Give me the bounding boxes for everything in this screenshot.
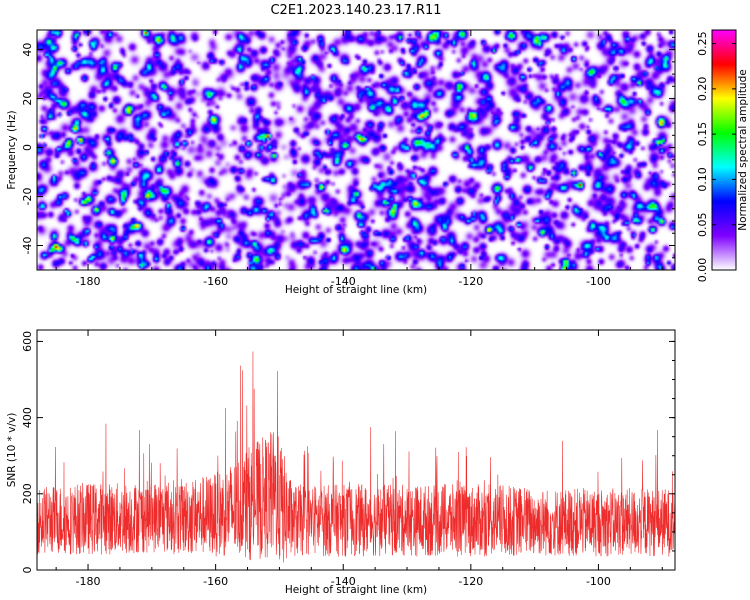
colorbar-tick-label: 0.15 — [696, 122, 709, 147]
colorbar-tick-label: 0.05 — [696, 212, 709, 237]
y-tick-label: 0 — [21, 144, 34, 151]
x-tick-label: -100 — [586, 575, 611, 588]
x-tick-label: -180 — [76, 575, 101, 588]
snr-series-line — [37, 351, 675, 563]
spectrogram-panel: -180 -160 -140 -120 -100 -40 -20 0 20 40 Height … — [6, 29, 676, 296]
y-tick-label: 20 — [21, 92, 34, 106]
colorbar-label: Normalized spectral amplitude — [737, 69, 749, 230]
colorbar-tick-label: 0.00 — [696, 258, 709, 283]
snr-frame — [36, 329, 676, 571]
colorbar: 0.00 0.05 0.10 0.15 0.20 0.25 Normalized spec… — [696, 29, 749, 282]
spectrogram-frame — [36, 29, 676, 271]
colorbar-tick-label: 0.10 — [696, 167, 709, 192]
snr-panel: -180 -160 -140 -120 -100 0 200 400 600 Height o… — [6, 329, 676, 596]
x-tick-label: -120 — [458, 275, 483, 288]
snr-y-label: SNR (10 * v/v) — [6, 413, 18, 488]
colorbar-tick-label: 0.20 — [696, 77, 709, 102]
x-tick-label: -100 — [586, 275, 611, 288]
y-tick-label: 400 — [21, 407, 34, 428]
figure-title: C2E1.2023.140.23.17.R11 — [270, 3, 441, 18]
y-tick-label: 600 — [21, 331, 34, 352]
spectrogram-y-label: Frequency (Hz) — [6, 110, 18, 189]
y-tick-label: -20 — [21, 188, 34, 206]
y-tick-label: 200 — [21, 483, 34, 504]
y-tick-label: -40 — [21, 237, 34, 255]
x-tick-label: -180 — [76, 275, 101, 288]
x-tick-label: -160 — [203, 575, 228, 588]
x-tick-label: -140 — [331, 275, 356, 288]
snr-x-axis: -180 -160 -140 -120 -100 — [55, 330, 663, 588]
colorbar-ticks: 0.00 0.05 0.10 0.15 0.20 0.25 — [696, 31, 736, 282]
y-tick-label: 0 — [21, 567, 34, 574]
y-tick-label: 40 — [21, 43, 34, 57]
x-tick-label: -140 — [331, 575, 356, 588]
colorbar-gradient — [711, 29, 737, 271]
spectrogram-x-label: Height of straight line (km) — [285, 284, 427, 296]
x-tick-label: -160 — [203, 275, 228, 288]
x-tick-label: -120 — [458, 575, 483, 588]
spectrogram-image — [37, 30, 675, 270]
snr-y-axis: 0 200 400 600 — [21, 331, 675, 574]
spectrogram-x-axis: -180 -160 -140 -120 -100 — [55, 30, 663, 288]
colorbar-tick-label: 0.25 — [696, 31, 709, 56]
snr-x-label: Height of straight line (km) — [285, 584, 427, 596]
spectrogram-y-axis: -40 -20 0 20 40 — [21, 36, 675, 271]
